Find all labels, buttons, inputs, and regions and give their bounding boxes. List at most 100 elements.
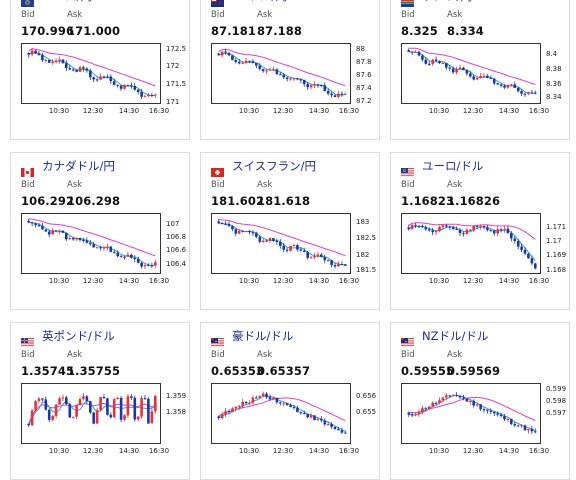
rate-card-header[interactable]: 豪ドル/ドル <box>211 328 294 346</box>
currency-pair-link[interactable]: ユーロ/ドル <box>422 159 484 173</box>
bid-value: 0.59555 <box>401 364 455 378</box>
rate-card[interactable]: ユーロ/ドル Bid Ask 1.16823 1.16826 1.171 1.17 1.169… <box>390 152 570 310</box>
candle-body <box>126 85 130 87</box>
ask-label: Ask <box>257 350 273 360</box>
candle-body <box>102 247 106 249</box>
candle-body <box>130 85 133 87</box>
x-axis-tick-label: 14:30 <box>498 107 520 115</box>
candle-body <box>510 84 513 86</box>
x-axis-tick-label: 10:30 <box>428 447 450 455</box>
ask-label: Ask <box>447 350 463 360</box>
candle-body <box>523 425 527 431</box>
candle-body <box>251 397 255 403</box>
rate-card-header[interactable]: カナダドル/円 <box>21 158 115 177</box>
candle-body <box>82 240 85 241</box>
candle-body <box>61 230 65 233</box>
currency-pair-link[interactable]: ランド/円 <box>422 0 472 4</box>
candle-body <box>506 418 510 420</box>
candle-body <box>326 424 330 425</box>
candle-body <box>458 229 462 234</box>
eu-us-flag-icon <box>401 162 414 176</box>
candle-body <box>313 415 316 421</box>
rate-card-header[interactable]: ユーロ/円 <box>21 0 92 7</box>
candle-body <box>265 70 268 72</box>
currency-pair-link[interactable]: カナダドル/円 <box>42 159 115 173</box>
candle-body <box>220 414 224 418</box>
candle-body <box>496 413 499 415</box>
candle-body <box>320 85 323 86</box>
rate-card-header[interactable]: ランド/円 <box>401 0 472 7</box>
candle-body <box>126 254 130 257</box>
y-axis-tick-label: 172.5 <box>166 45 187 53</box>
candle-body <box>421 226 424 228</box>
candle-body <box>337 93 340 97</box>
candlestick-chart <box>407 392 537 434</box>
candle-body <box>482 226 486 228</box>
candle-body <box>313 84 316 86</box>
rate-card[interactable]: NZドル/ドル Bid Ask 0.59555 0.59569 0.599 0.598 0.5… <box>390 322 570 480</box>
candle-body <box>472 225 475 231</box>
currency-pair-link[interactable]: NZドル/ドル <box>422 329 489 343</box>
candle-body <box>255 232 258 237</box>
currency-pair-link[interactable]: 豪ドル/ドル <box>232 329 294 343</box>
candle-body <box>340 430 344 433</box>
candle-body <box>147 398 150 424</box>
x-axis-tick-label: 10:30 <box>238 447 260 455</box>
currency-pair-link[interactable]: 英ポンド/ドル <box>42 329 115 343</box>
candle-body <box>417 412 421 415</box>
candle-body <box>44 399 48 410</box>
ask-value: 0.59569 <box>447 364 501 378</box>
rate-card-header[interactable]: NZドル/ドル <box>401 328 489 346</box>
candle-body <box>296 245 299 250</box>
rate-card[interactable]: 豪ドル/ドル Bid Ask 0.65353 0.65357 0.656 0.655 10:3… <box>200 322 380 480</box>
candle-body <box>534 263 537 269</box>
candle-body <box>410 414 414 416</box>
ask-value: 8.334 <box>447 24 484 38</box>
candle-body <box>320 254 323 257</box>
candle-body <box>78 399 82 406</box>
rate-card[interactable]: 英ポンド/ドル Bid Ask 1.35745 1.35755 1.359 1.358 10:… <box>10 322 190 480</box>
candle-body <box>65 397 68 405</box>
candle-body <box>523 93 527 95</box>
candle-body <box>316 254 320 256</box>
rate-card-header[interactable]: スイスフラン/円 <box>211 158 317 177</box>
ask-label: Ask <box>257 180 273 190</box>
candle-body <box>51 230 54 235</box>
rate-card[interactable]: カナダドル/円 Bid Ask 106.292 106.298 107 106.8 106.6… <box>10 152 190 310</box>
gb-us-flag-icon <box>21 332 34 346</box>
candle-body <box>41 55 44 61</box>
candle-body <box>272 69 275 71</box>
candle-body <box>37 225 41 227</box>
candle-body <box>424 408 428 410</box>
candle-body <box>441 225 445 227</box>
candle-body <box>78 237 82 240</box>
rate-card-header[interactable]: 英ポンド/ドル <box>21 328 115 346</box>
bid-value: 0.65353 <box>211 364 265 378</box>
y-axis-tick-label: 87.2 <box>356 97 372 105</box>
bid-value: 1.16823 <box>401 194 455 208</box>
moving-average-short-line <box>28 221 156 267</box>
candle-body <box>299 249 303 251</box>
y-axis-tick-label: 8.4 <box>546 50 558 58</box>
candle-body <box>123 256 126 258</box>
currency-pair-link[interactable]: ユーロ/円 <box>42 0 92 4</box>
rate-card-header[interactable]: ユーロ/ドル <box>401 158 484 176</box>
chart-frame <box>211 213 351 274</box>
candle-body <box>65 63 68 69</box>
x-axis-tick-label: 12:30 <box>82 277 104 285</box>
candle-body <box>340 264 344 265</box>
candle-body <box>217 416 220 418</box>
rate-card-header[interactable]: NZドル/円 <box>211 0 287 7</box>
rate-card[interactable]: ランド/円 Bid Ask 8.325 8.334 8.4 8.38 8.36 8.34 10:3… <box>390 0 570 140</box>
y-axis-tick-label: 87.8 <box>356 58 372 66</box>
currency-pair-link[interactable]: NZドル/円 <box>232 0 287 4</box>
candle-body <box>506 84 510 88</box>
rate-card[interactable]: スイスフラン/円 Bid Ask 181.602 181.618 183 182.5 182 1… <box>200 152 380 310</box>
y-axis-tick-label: 0.598 <box>546 397 567 405</box>
candle-body <box>441 63 445 64</box>
candle-body <box>133 86 137 90</box>
candle-body <box>330 93 333 96</box>
currency-pair-link[interactable]: スイスフラン/円 <box>232 159 317 173</box>
